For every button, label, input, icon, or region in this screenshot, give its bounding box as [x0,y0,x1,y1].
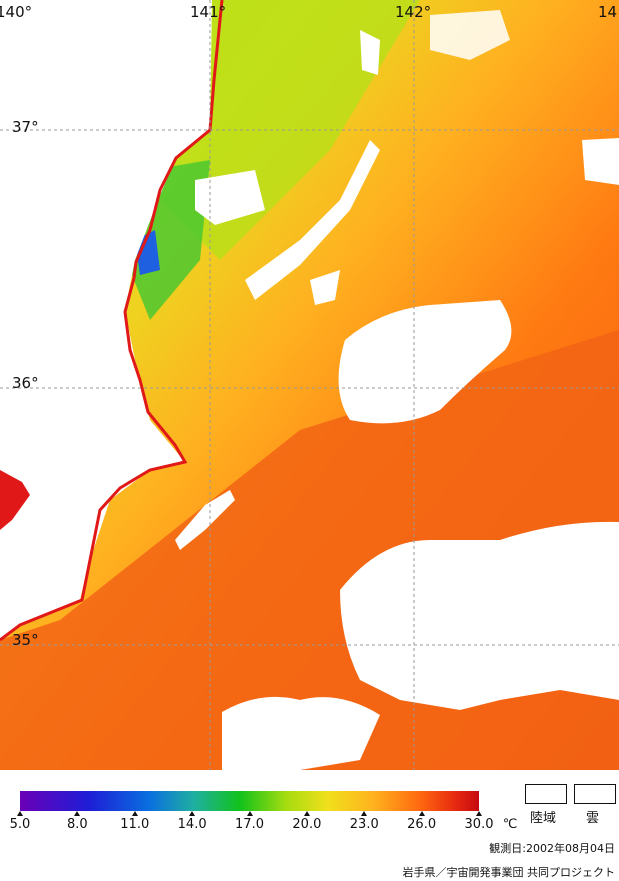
cloud-legend-swatch [574,784,616,804]
cloud-large-center [338,300,512,424]
latitude-label-36: 36° [12,374,39,392]
legend-tick-mark [476,811,482,816]
latitude-label-35: 35° [12,631,39,649]
graticule [0,0,619,770]
legend-tick-label: 30.0 [464,817,494,832]
land-area [0,0,212,640]
longitude-label-143: 14 [598,3,618,21]
land-legend-swatch [525,784,567,804]
legend-tick-label: 5.0 [9,817,31,832]
legend-tick-label: 26.0 [407,817,437,832]
cloud-south-bottom [222,696,380,770]
legend-tick-mark [189,811,196,816]
cloud-streak-1 [245,140,380,300]
legend-tick-label: 11.0 [120,817,150,832]
legend-tick-label: 8.0 [67,817,88,832]
legend-tick-mark [361,811,368,816]
longitude-label-142: 142° [395,3,432,21]
legend-tick-mark [246,811,253,816]
legend-tick-mark [74,811,81,816]
legend-unit: ℃ [502,817,518,832]
longitude-label-141: 141° [190,3,227,21]
project-credit: 岩手県／宇宙開発事業団 共同プロジェクト [402,866,616,879]
temperature-color-scale [20,791,479,811]
peninsula-red [0,470,30,530]
cloud-legend-label: 雲 [586,811,600,826]
legend-tick-mark [131,811,138,816]
cloud-southeast [340,521,619,710]
legend-tick-mark [418,811,425,816]
legend-tick-label: 20.0 [292,817,322,832]
cloud-streak-2 [175,490,235,550]
longitude-label-140: 140° [0,3,33,21]
observation-date: 観測日:2002年08月04日 [489,842,615,855]
legend-tick-label: 14.0 [177,817,207,832]
land-legend-label: 陸域 [530,811,557,826]
cloud-north-2 [430,10,510,60]
cloud-northeast [582,138,619,185]
cloud-north-1 [360,30,380,75]
legend-tick-label: 17.0 [235,817,264,832]
cloud-coastal [195,170,265,225]
latitude-label-37: 37° [12,118,39,136]
legend-tick-mark [17,811,23,816]
coastline [0,0,224,642]
sea-surface-temperature-map [0,0,619,770]
cloud-near-coast [310,270,340,305]
legend-tick-mark [303,811,310,816]
legend-tick-label: 23.0 [349,817,379,832]
